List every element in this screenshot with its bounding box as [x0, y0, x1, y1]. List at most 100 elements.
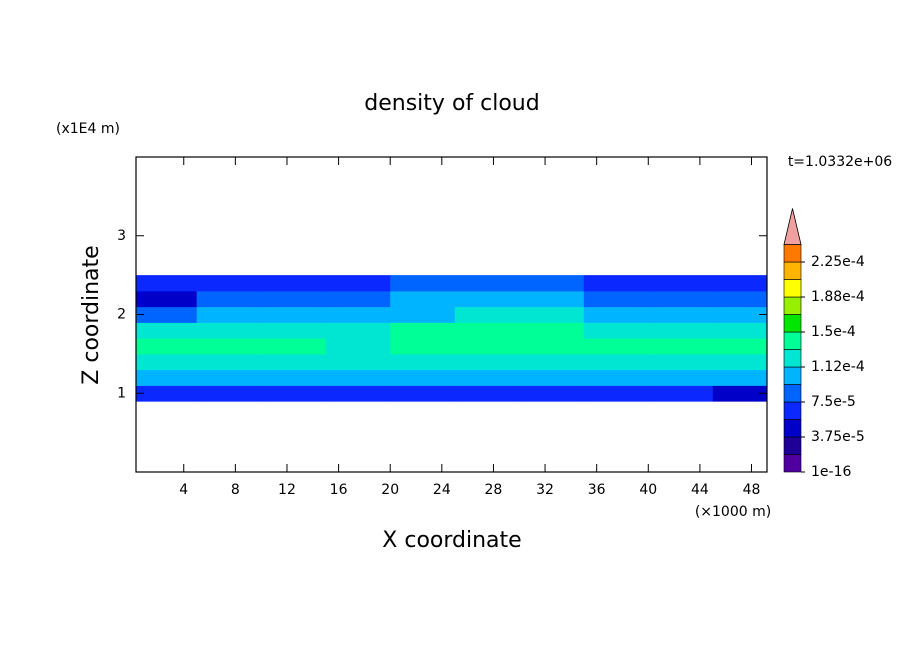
contour-cell	[390, 290, 456, 308]
contour-cell	[325, 322, 391, 339]
x-tick-label: 44	[691, 482, 709, 498]
contour-cell	[136, 306, 198, 323]
colorbar-box	[783, 261, 802, 280]
colorbar-tick-label: 7.5e-5	[811, 394, 856, 410]
contour-cell	[390, 338, 456, 355]
contour-cell	[454, 338, 520, 355]
contour-cell	[261, 385, 327, 402]
contour-cell	[325, 275, 391, 292]
contour-cell	[519, 275, 585, 292]
x-axis-label: X coordinate	[382, 528, 521, 553]
contour-cell	[454, 385, 520, 402]
contour-cell	[325, 369, 391, 386]
contour-cell	[261, 322, 327, 339]
contour-cell	[136, 369, 198, 386]
y-tick-label: 2	[117, 307, 126, 323]
contour-cell	[519, 290, 585, 308]
y-tick-label: 3	[117, 228, 126, 244]
contour-cell	[712, 338, 768, 355]
x-tick-label: 16	[330, 482, 348, 498]
colorbar-box	[783, 244, 802, 263]
y-tick-label: 1	[117, 385, 126, 401]
contour-cell	[454, 322, 520, 339]
x-unit: (×1000 m)	[695, 504, 771, 520]
contour-cell	[136, 338, 198, 355]
contour-cell	[712, 290, 768, 308]
colorbar-box	[783, 366, 802, 385]
contour-cell	[196, 338, 262, 355]
contour-cell	[390, 385, 456, 402]
contour-cell	[519, 369, 585, 386]
y-axis-label: Z coordinate	[79, 245, 104, 384]
contour-cell	[712, 306, 768, 323]
contour-cell	[261, 290, 327, 308]
contour-cell	[583, 290, 649, 308]
contour-cell	[583, 275, 649, 292]
contour-cell	[583, 322, 649, 339]
contour-cell	[196, 385, 262, 402]
colorbar-box	[783, 331, 802, 350]
contour-cell	[325, 385, 391, 402]
contour-cell	[519, 322, 585, 339]
contour-cell	[136, 353, 198, 371]
contour-cell	[390, 353, 456, 371]
x-tick-label: 20	[381, 482, 399, 498]
contour-cell	[712, 322, 768, 339]
colorbar-box	[783, 401, 802, 420]
chart-title: density of cloud	[364, 91, 539, 116]
colorbar-tick-label: 2.25e-4	[811, 254, 865, 270]
contour-cell	[390, 322, 456, 339]
colorbar-tick-label: 1.12e-4	[811, 359, 865, 375]
contour-cell	[519, 385, 585, 402]
colorbar-box	[783, 314, 802, 333]
contour-cell	[261, 353, 327, 371]
y-unit: (x1E4 m)	[56, 121, 120, 137]
colorbar-box	[783, 436, 802, 455]
contour-cell	[390, 369, 456, 386]
contour-cell	[454, 369, 520, 386]
contour-cell	[648, 385, 714, 402]
contour-cell	[583, 385, 649, 402]
x-tick-label: 24	[433, 482, 451, 498]
x-tick-label: 32	[536, 482, 554, 498]
contour-cell	[261, 338, 327, 355]
contour-cell	[454, 275, 520, 292]
x-tick-label: 48	[743, 482, 761, 498]
contour-cell	[583, 369, 649, 386]
colorbar-box	[783, 419, 802, 438]
contour-cell	[196, 275, 262, 292]
contour-cell	[325, 338, 391, 355]
contour-cell	[648, 369, 714, 386]
colorbar-box	[783, 279, 802, 298]
contour-cell	[136, 275, 198, 292]
contour-cell	[196, 290, 262, 308]
contour-cell	[648, 290, 714, 308]
colorbar-tick-label: 1e-16	[811, 464, 851, 480]
x-tick-label: 8	[231, 482, 240, 498]
contour-cell	[261, 275, 327, 292]
contour-cell	[519, 338, 585, 355]
contour-cell	[196, 306, 262, 323]
colorbar-tick-label: 3.75e-5	[811, 429, 865, 445]
x-tick-label: 36	[588, 482, 606, 498]
contour-cell	[583, 353, 649, 371]
contour-cell	[390, 306, 456, 323]
contour-cell	[136, 322, 198, 339]
contour-cell	[519, 306, 585, 323]
contour-cell	[136, 290, 198, 308]
colorbar-tick-label: 1.5e-4	[811, 324, 856, 340]
contour-cell	[325, 306, 391, 323]
contour-cell	[261, 369, 327, 386]
contour-cell	[583, 338, 649, 355]
contour-cell	[325, 353, 391, 371]
contour-cell	[648, 322, 714, 339]
contour-cell	[648, 353, 714, 371]
contour-cell	[325, 290, 391, 308]
contour-cell	[648, 275, 714, 292]
contour-cell	[454, 290, 520, 308]
contour-cell	[712, 385, 768, 402]
x-tick-label: 4	[179, 482, 188, 498]
contour-cell	[454, 353, 520, 371]
